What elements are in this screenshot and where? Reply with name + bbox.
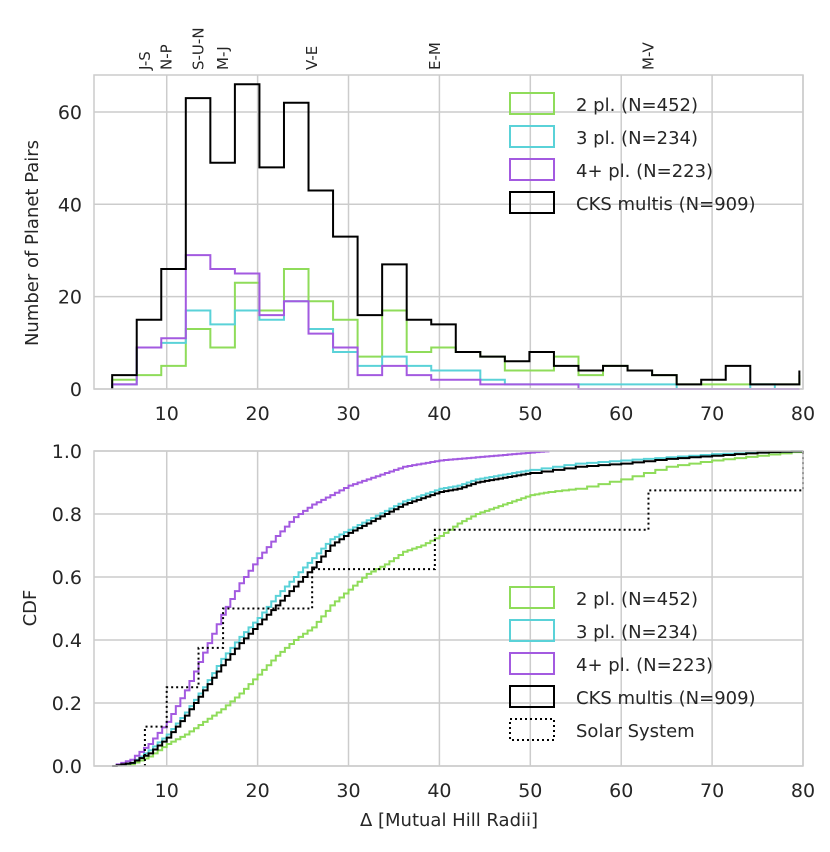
cdf-x-tick-label: 60: [609, 780, 633, 802]
histogram-series-cks: [111, 83, 801, 389]
cdf-y-axis-label: CDF: [20, 590, 41, 627]
cdf-frame: [93, 450, 804, 767]
cdf-x-tick-label: 50: [518, 780, 542, 802]
histogram-panel: 10 20 30 40 50 60 70 80 0 20 40 60 J-S N-P S-U-N M-J V…: [22, 27, 815, 425]
legend-swatch-four_pl: [509, 652, 555, 675]
cdf-x-tick-label: 10: [155, 780, 179, 802]
histogram-y-axis-label: Number of Planet Pairs: [22, 140, 43, 346]
legend-swatch-four_pl: [509, 158, 555, 181]
cdf-y-tick-label: 0.4: [52, 630, 82, 652]
histogram-y-tick-label: 40: [58, 194, 82, 216]
planet-pair-label: M-V: [639, 42, 657, 70]
cdf-y-tick-label: 0.6: [52, 567, 82, 589]
planet-pair-label: M-J: [214, 46, 232, 70]
cdf-panel: 10 20 30 40 50 60 70 80 0.00.20.40.60.81.0 CDF …: [20, 441, 815, 831]
histogram-x-ticks: 10 20 30 40 50 60 70 80: [155, 403, 815, 425]
legend-swatch-two_pl: [509, 586, 555, 609]
histogram-gridlines: [94, 75, 804, 390]
cdf-y-tick-label: 1.0: [52, 441, 82, 463]
cdf-series-cks: [112, 450, 804, 767]
histogram-x-tick-label: 20: [246, 403, 270, 425]
legend-label: CKS multis (N=909): [576, 194, 756, 215]
histogram-x-tick-label: 30: [336, 403, 360, 425]
legend-label: 2 pl. (N=452): [576, 95, 698, 116]
cdf-x-tick-label: 70: [700, 780, 724, 802]
histogram-y-tick-label: 60: [58, 102, 82, 124]
cdf-x-ticks: 10 20 30 40 50 60 70 80: [155, 780, 815, 802]
legend-label: 4+ pl. (N=223): [576, 655, 713, 676]
cdf-y-tick-label: 0.2: [52, 693, 82, 715]
legend-label: 3 pl. (N=234): [576, 128, 698, 149]
legend-swatch-three_pl: [509, 125, 555, 148]
cdf-x-tick-label: 40: [427, 780, 451, 802]
histogram-legend: 2 pl. (N=452) 3 pl. (N=234) 4+ pl. (N=223)…: [509, 92, 756, 215]
planet-pair-labels: J-S N-P S-U-N M-J V-E E-M M-V: [136, 27, 658, 71]
legend-label: CKS multis (N=909): [576, 688, 756, 709]
histogram-y-tick-label: 20: [58, 287, 82, 309]
cdf-x-tick-label: 30: [336, 780, 360, 802]
histogram-x-tick-label: 40: [427, 403, 451, 425]
legend-label: 3 pl. (N=234): [576, 622, 698, 643]
cdf-series-four_pl: [112, 450, 550, 767]
legend-label: 4+ pl. (N=223): [576, 161, 713, 182]
cdf-series-solar: [143, 451, 804, 766]
legend-swatch-cks: [509, 685, 555, 708]
cdf-x-tick-label: 80: [791, 780, 815, 802]
histogram-x-tick-label: 60: [609, 403, 633, 425]
cdf-y-ticks: 0.0 0.2 0.4 0.6 0.8 1.0: [52, 441, 82, 778]
histogram-x-tick-label: 70: [700, 403, 724, 425]
cdf-x-tick-label: 20: [246, 780, 270, 802]
cdf-series-two_pl: [112, 451, 804, 767]
planet-pair-label: N-P: [158, 44, 176, 70]
cdf-y-tick-label: 0.0: [52, 756, 82, 778]
cdf-x-axis-label: Δ [Mutual Hill Radii]: [360, 810, 538, 831]
legend-swatch-cks: [509, 191, 555, 214]
cdf-y-tick-label: 0.8: [52, 504, 82, 526]
legend-swatch-two_pl: [509, 92, 555, 115]
planet-pair-label: S-U-N: [190, 27, 208, 70]
histogram-series-four_pl: [111, 254, 800, 390]
histogram-frame: [93, 74, 804, 390]
cdf-series: [112, 450, 804, 767]
legend-swatch-three_pl: [509, 619, 555, 642]
legend-label: 2 pl. (N=452): [576, 589, 698, 610]
histogram-x-tick-label: 10: [155, 403, 179, 425]
cdf-legend: 2 pl. (N=452) 3 pl. (N=234) 4+ pl. (N=223)…: [509, 586, 756, 742]
histogram-y-ticks: 0 20 40 60: [58, 102, 82, 401]
planet-pair-label: J-S: [136, 51, 154, 71]
histogram-y-tick-label: 0: [70, 379, 82, 401]
planet-pair-label: V-E: [303, 46, 321, 70]
cdf-series-three_pl: [112, 450, 804, 767]
histogram-x-tick-label: 80: [791, 403, 815, 425]
histogram-x-tick-label: 50: [518, 403, 542, 425]
planet-pair-label: E-M: [426, 42, 444, 70]
legend-label: Solar System: [576, 721, 695, 742]
legend-swatch-solar: [509, 718, 555, 741]
